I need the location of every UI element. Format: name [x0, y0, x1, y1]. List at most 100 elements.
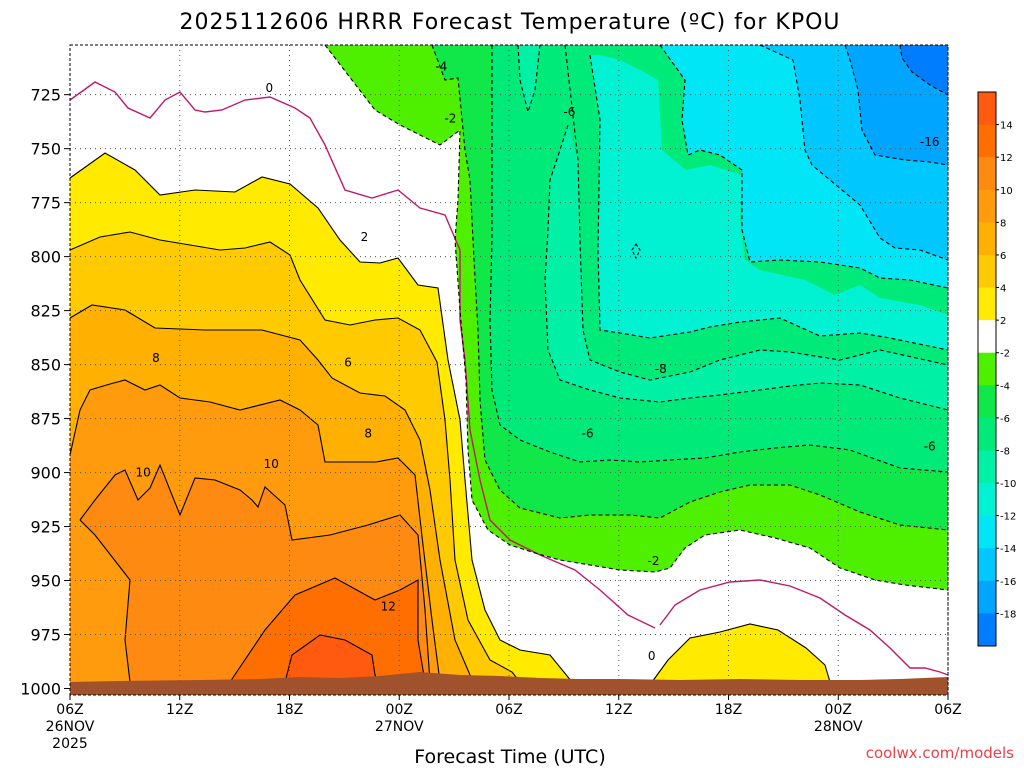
x-tick-label: 06Z: [495, 702, 522, 718]
contour-2: [69, 152, 573, 683]
colorbar-swatch: [978, 189, 996, 223]
contour-label: 10: [136, 466, 151, 480]
contour-minus2: [324, 44, 949, 591]
y-tick-label: 750: [30, 140, 61, 159]
filled-bands: [70, 45, 948, 682]
band-minus10-to-minus12: [565, 45, 948, 350]
contour-label: -6: [924, 440, 936, 454]
colorbar-label: 4: [1000, 284, 1006, 295]
y-tick-label: 1000: [20, 680, 61, 699]
contour-minus12: [659, 44, 949, 289]
y-tick-label: 875: [30, 410, 61, 429]
contour-lines: [69, 44, 949, 683]
y-tick-label: 775: [30, 194, 61, 213]
x-tick-label: 06Z: [934, 702, 961, 718]
colorbar-swatch: [978, 157, 996, 191]
contour-minus6: [489, 45, 949, 473]
x-tick-label: 18Z: [276, 702, 303, 718]
x-tick-label: 18Z: [715, 702, 742, 718]
colorbar-swatch: [978, 92, 996, 126]
x-tick-label: 12Z: [166, 702, 193, 718]
contour-label: -2: [444, 111, 456, 125]
colorbar-swatch: [978, 450, 996, 484]
x-tick-label: 12Z: [605, 702, 632, 718]
contour-minus10: [564, 44, 949, 381]
contour-label: -6: [582, 427, 594, 441]
contour-labels: 0 -4 -2 -6 -16 2 8 6 -8 8 -6 -6 10 10 -2 12 0: [136, 60, 940, 664]
contour-label: 0: [266, 81, 274, 95]
band-minus8-to-minus10: [518, 45, 948, 410]
x-tick-date: 26NOV: [46, 719, 95, 735]
colorbar-label: 6: [1000, 251, 1006, 262]
colorbar-label: -14: [1000, 544, 1016, 555]
colorbar-swatch: [978, 352, 996, 386]
contour-0-lower: [659, 579, 949, 676]
x-tick-date: 27NOV: [375, 719, 424, 735]
colorbar-label: -6: [1000, 414, 1010, 425]
y-tick-label: 950: [30, 572, 61, 591]
colorbar: 14 12 10 8 6 4 2 -2 -4 -6 -8 -10 -12 -14 -16 -18: [977, 91, 1016, 647]
colorbar-label: -18: [1000, 609, 1016, 620]
colorbar-swatch: [978, 417, 996, 451]
contour-6: [69, 304, 476, 683]
colorbar-swatch: [978, 287, 996, 321]
colorbar-label: -16: [1000, 577, 1016, 588]
band-minus18-to-minus20: [900, 45, 948, 95]
colorbar-label: 2: [1000, 316, 1006, 327]
contour-minus8-small-ring: [631, 243, 641, 260]
y-tick-label: 725: [30, 86, 61, 105]
contour-minus6-tongue: [517, 44, 541, 115]
contour-minus4: [431, 44, 949, 531]
y-tick-label: 900: [30, 464, 61, 483]
contour-minus14: [759, 44, 949, 261]
colorbar-swatch: [978, 613, 996, 647]
colorbar-label: 10: [1000, 186, 1013, 197]
colorbar-swatch: [978, 320, 996, 354]
plot-area: 0 -4 -2 -6 -16 2 8 6 -8 8 -6 -6 10 10 -2 12 0: [69, 44, 949, 696]
contour-label: 12: [381, 599, 396, 613]
contour-8: [69, 379, 441, 683]
colorbar-label: 8: [1000, 218, 1006, 229]
colorbar-swatch: [978, 548, 996, 582]
colorbar-label: -10: [1000, 479, 1016, 490]
contour-label: -2: [648, 554, 660, 568]
x-tick-year: 2025: [52, 736, 88, 752]
contour-14: [284, 634, 379, 683]
contour-4: [69, 231, 521, 683]
x-axis-label: Forecast Time (UTC): [414, 746, 605, 768]
x-tick-date: 28NOV: [814, 719, 863, 735]
colorbar-swatch: [978, 515, 996, 549]
colorbar-swatch: [978, 483, 996, 517]
contour-label: 8: [152, 351, 160, 365]
contour-2-day2: [651, 623, 831, 683]
terrain-surface: [70, 672, 948, 695]
colorbar-label: -12: [1000, 512, 1016, 523]
contour-label: 6: [344, 355, 352, 369]
colorbar-label: 14: [1000, 121, 1013, 132]
y-tick-label: 850: [30, 356, 61, 375]
contour-label: -16: [920, 135, 940, 149]
contour-minus16: [844, 44, 949, 166]
contour-minus8: [544, 54, 949, 411]
contour-label: 0: [648, 649, 656, 663]
contour-minus18: [899, 44, 949, 96]
colorbar-swatch: [978, 580, 996, 614]
band-14-to-16: [285, 635, 378, 682]
colorbar-swatch: [978, 124, 996, 158]
contour-label: -6: [563, 105, 575, 119]
colorbar-label: 12: [1000, 153, 1013, 164]
credit-text: coolwx.com/models: [866, 744, 1014, 762]
colorbar-swatch: [978, 254, 996, 289]
contour-label: 2: [361, 230, 369, 244]
contour-label: 10: [264, 457, 279, 471]
y-tick-label: 825: [30, 302, 61, 321]
band-2-to-4-day2: [652, 624, 830, 682]
colorbar-swatch: [978, 222, 996, 256]
y-tick-label: 800: [30, 248, 61, 267]
contour-label: 8: [364, 427, 372, 441]
y-axis: 725 750 775 800 825 850 875 900 925 950 975 1000: [20, 86, 70, 699]
contour-12: [229, 577, 426, 683]
y-tick-label: 975: [30, 626, 61, 645]
